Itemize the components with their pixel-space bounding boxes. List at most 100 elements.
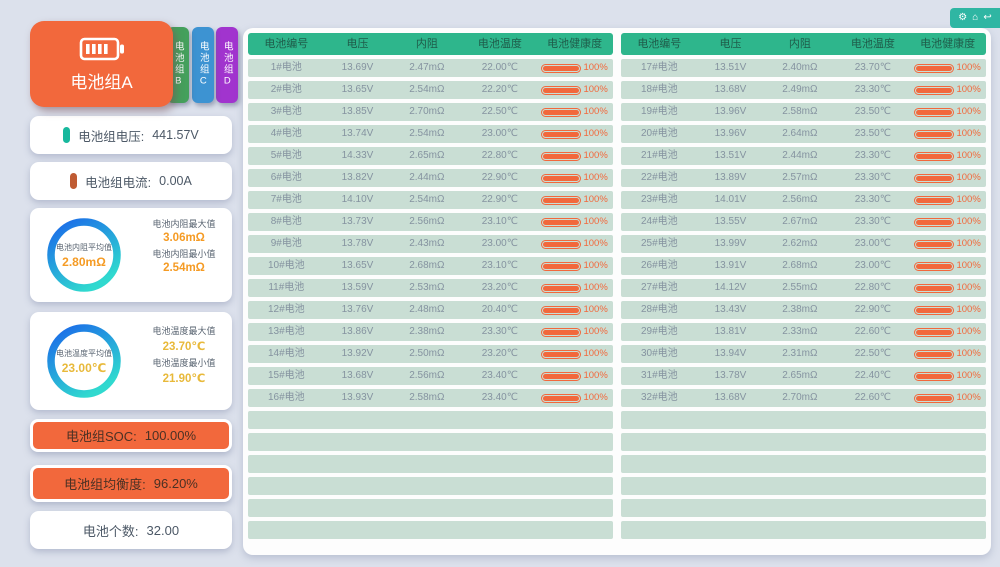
battery-count-label: 电池个数: <box>82 523 139 539</box>
battery-resistance: 2.48mΩ <box>409 304 445 315</box>
battery-id: 7#电池 <box>270 194 302 205</box>
battery-health: 100% <box>909 103 986 121</box>
pack-current-label: 电池组电流: <box>85 175 152 190</box>
battery-id: 8#电池 <box>270 216 302 227</box>
battery-temperature: 22.60℃ <box>854 392 891 403</box>
health-bar <box>541 327 582 337</box>
pack-voltage-value: 441.57V <box>152 128 199 142</box>
battery-icon <box>79 37 124 60</box>
tab-battery-group-d[interactable]: 电池组D <box>216 27 238 103</box>
table-row: 8#电池 13.73V 2.56mΩ 23.10℃ 100% <box>248 213 613 231</box>
table-row: 14#电池 13.92V 2.50mΩ 23.20℃ 100% <box>248 345 613 363</box>
health-percent: 100% <box>956 172 981 183</box>
home-icon[interactable]: ⌂ <box>972 12 979 23</box>
battery-temperature: 23.50℃ <box>854 106 891 117</box>
battery-resistance: 2.70mΩ <box>782 392 818 403</box>
battery-voltage: 14.01V <box>714 194 747 205</box>
battery-id: 25#电池 <box>640 238 678 249</box>
battery-voltage: 13.92V <box>341 348 374 359</box>
tab-battery-group-a[interactable]: 电池组A <box>30 21 173 107</box>
sidebar: 电池组D 电池组C 电池组B 电池组A 电池组电压: 441.57V 电池组电流… <box>10 10 242 557</box>
health-bar <box>541 129 582 139</box>
battery-resistance: 2.58mΩ <box>782 106 818 117</box>
battery-temperature: 23.00℃ <box>854 238 891 249</box>
health-percent: 100% <box>583 370 608 381</box>
battery-id: 22#电池 <box>640 172 678 183</box>
battery-health: 100% <box>536 191 613 209</box>
battery-health: 100% <box>536 389 613 407</box>
gear-icon[interactable]: ⚙ <box>958 12 968 23</box>
battery-health: 100% <box>536 59 613 77</box>
table-row: 6#电池 13.82V 2.44mΩ 22.90℃ 100% <box>248 169 613 187</box>
battery-resistance: 2.44mΩ <box>782 150 818 161</box>
battery-health: 100% <box>536 125 613 143</box>
table-row: 20#电池 13.96V 2.64mΩ 23.50℃ 100% <box>621 125 986 143</box>
header-temperature: 电池温度 <box>850 38 895 50</box>
temperature-gauge-card: 电池温度平均值 23.00℃ 电池温度最大值 23.70℃ 电池温度最小值 21… <box>30 312 232 410</box>
table-header-row: 电池编号 电压 内阻 电池温度 电池健康度 <box>248 33 613 55</box>
empty-row <box>248 411 613 429</box>
temperature-min-label: 电池温度最小值 <box>152 358 216 368</box>
battery-id: 29#电池 <box>640 326 678 337</box>
tab-label: 电池组D <box>221 41 233 89</box>
tab-battery-group-c[interactable]: 电池组C <box>192 27 214 103</box>
battery-temperature: 23.10℃ <box>481 216 518 227</box>
battery-resistance: 2.38mΩ <box>409 326 445 337</box>
battery-resistance: 2.47mΩ <box>409 62 445 73</box>
health-bar <box>914 261 955 271</box>
temperature-min-value: 21.90℃ <box>162 373 206 385</box>
battery-temperature: 23.00℃ <box>854 260 891 271</box>
health-bar <box>914 85 955 95</box>
battery-health: 100% <box>536 257 613 275</box>
battery-voltage: 13.51V <box>714 150 747 161</box>
table-row: 22#电池 13.89V 2.57mΩ 23.30℃ 100% <box>621 169 986 187</box>
battery-table-left: 电池编号 电压 内阻 电池温度 电池健康度 1#电池 13.69V 2.47mΩ… <box>248 33 613 550</box>
battery-temperature: 22.00℃ <box>481 62 518 73</box>
table-row: 10#电池 13.65V 2.68mΩ 23.10℃ 100% <box>248 257 613 275</box>
battery-temperature: 23.30℃ <box>481 326 518 337</box>
table-row: 18#电池 13.68V 2.49mΩ 23.30℃ 100% <box>621 81 986 99</box>
pack-balance-value: 96.20% <box>153 476 198 491</box>
pack-soc-value: 100.00% <box>144 428 197 443</box>
battery-voltage: 13.68V <box>341 370 374 381</box>
battery-voltage: 13.43V <box>714 304 747 315</box>
battery-health: 100% <box>909 279 986 297</box>
battery-resistance: 2.43mΩ <box>409 238 445 249</box>
undo-icon[interactable]: ↩ <box>983 12 992 23</box>
table-row: 9#电池 13.78V 2.43mΩ 23.00℃ 100% <box>248 235 613 253</box>
battery-health: 100% <box>909 169 986 187</box>
battery-id: 31#电池 <box>640 370 678 381</box>
health-bar <box>914 371 955 381</box>
table-row: 7#电池 14.10V 2.54mΩ 22.90℃ 100% <box>248 191 613 209</box>
battery-voltage: 13.99V <box>714 238 747 249</box>
battery-health: 100% <box>536 279 613 297</box>
table-row: 27#电池 14.12V 2.55mΩ 22.80℃ 100% <box>621 279 986 297</box>
empty-row <box>248 433 613 451</box>
battery-health: 100% <box>536 103 613 121</box>
health-percent: 100% <box>956 150 981 161</box>
battery-resistance: 2.68mΩ <box>782 260 818 271</box>
battery-voltage: 13.78V <box>341 238 374 249</box>
health-bar <box>914 393 955 403</box>
empty-row <box>621 455 986 473</box>
battery-voltage: 13.85V <box>341 106 374 117</box>
health-percent: 100% <box>583 84 608 95</box>
battery-voltage: 13.74V <box>341 128 374 139</box>
health-bar <box>541 85 582 95</box>
tab-label: 电池组B <box>172 41 184 89</box>
battery-id: 32#电池 <box>640 392 678 403</box>
health-percent: 100% <box>583 128 608 139</box>
table-row: 31#电池 13.78V 2.65mΩ 22.40℃ 100% <box>621 367 986 385</box>
battery-resistance: 2.65mΩ <box>782 370 818 381</box>
battery-id: 27#电池 <box>640 282 678 293</box>
battery-temperature: 23.30℃ <box>854 172 891 183</box>
table-row: 4#电池 13.74V 2.54mΩ 23.00℃ 100% <box>248 125 613 143</box>
battery-voltage: 13.91V <box>714 260 747 271</box>
health-bar <box>541 107 582 117</box>
health-percent: 100% <box>583 348 608 359</box>
battery-id: 11#电池 <box>268 282 305 293</box>
battery-temperature: 22.90℃ <box>854 304 891 315</box>
battery-health: 100% <box>909 257 986 275</box>
table-row: 30#电池 13.94V 2.31mΩ 22.50℃ 100% <box>621 345 986 363</box>
pack-soc-label: 电池组SOC: <box>65 429 137 444</box>
